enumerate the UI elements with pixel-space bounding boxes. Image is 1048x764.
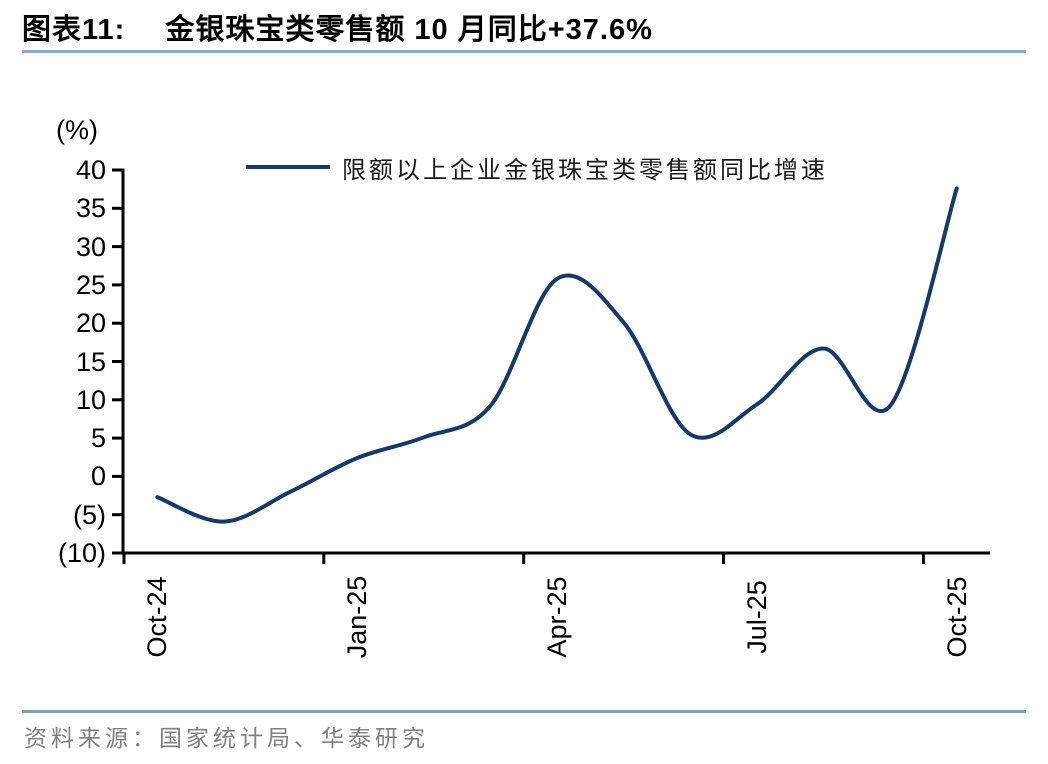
source-note: 资料来源：国家统计局、华泰研究	[24, 726, 429, 751]
y-axis-label: 15	[75, 346, 106, 377]
y-axis-label: 40	[75, 155, 106, 185]
line-chart: (%) 限额以上企业金银珠宝类零售额同比增速 40 35 30 25 20 15 10 5 0 (…	[56, 115, 990, 659]
legend: 限额以上企业金银珠宝类零售额同比增速	[246, 150, 828, 184]
y-axis-label: 25	[75, 269, 106, 300]
x-axis-label: Oct-25	[941, 576, 972, 658]
x-axis-label: Jan-25	[342, 575, 373, 659]
y-axis-label: 35	[75, 193, 106, 224]
legend-line-swatch	[246, 165, 330, 169]
y-axis-label: 30	[75, 231, 106, 262]
y-axis-label: 0	[90, 461, 106, 492]
y-axis-label: 20	[75, 308, 106, 339]
plot-area	[112, 168, 990, 564]
y-axis-label: (10)	[57, 538, 106, 568]
y-axis-unit-label: (%)	[56, 115, 98, 145]
y-axis-label: (5)	[73, 499, 106, 530]
y-axis-label: 10	[75, 384, 106, 415]
x-axis-label: Apr-25	[542, 576, 572, 658]
series-line	[155, 186, 959, 524]
chart-title-row: 图表11: 金银珠宝类零售额 10 月同比+37.6%	[22, 6, 1026, 48]
x-axis-label: Oct-24	[142, 576, 173, 658]
legend-series-label: 限额以上企业金银珠宝类零售额同比增速	[342, 157, 828, 184]
chart-number-label: 图表11:	[22, 14, 126, 46]
page-title: 金银珠宝类零售额 10 月同比+37.6%	[165, 14, 653, 46]
title-divider	[22, 50, 1026, 53]
footer-divider	[22, 710, 1026, 713]
y-axis-label: 5	[90, 423, 106, 454]
x-axis-label: Jul-25	[741, 580, 772, 654]
